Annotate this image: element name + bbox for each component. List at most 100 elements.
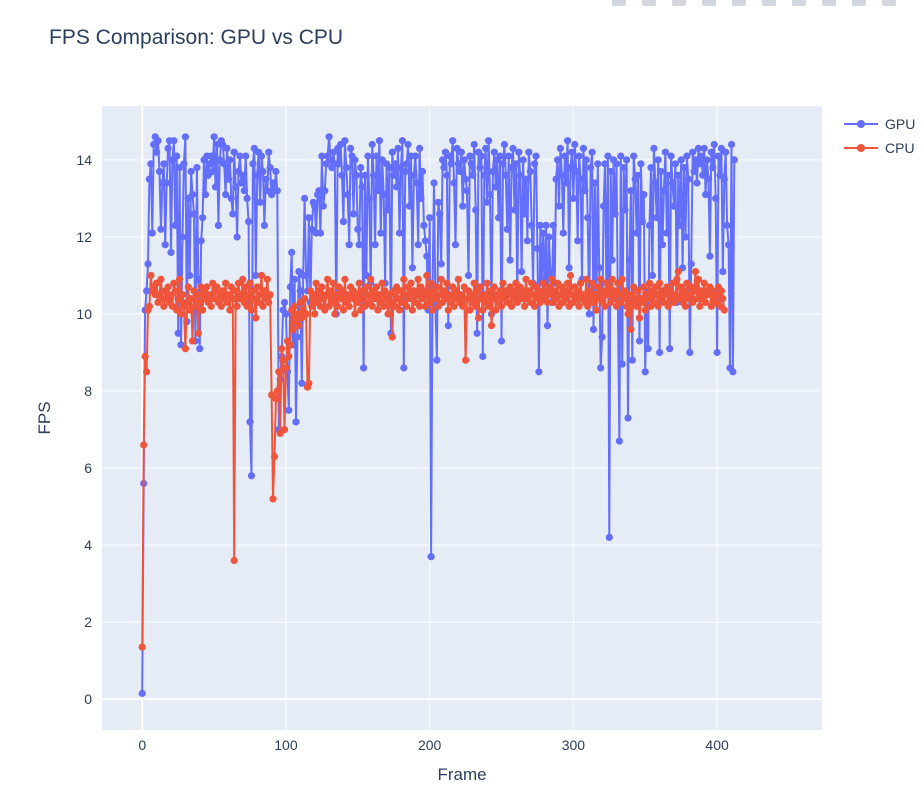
gpu-point[interactable] (259, 167, 267, 176)
cpu-point[interactable] (184, 283, 192, 291)
gpu-point[interactable] (190, 210, 198, 218)
cpu-point[interactable] (444, 306, 452, 314)
gpu-point[interactable] (395, 229, 404, 237)
cpu-point[interactable] (450, 302, 458, 310)
gpu-point[interactable] (469, 171, 477, 179)
cpu-point[interactable] (354, 298, 362, 306)
cpu-point[interactable] (308, 302, 316, 310)
gpu-point[interactable] (542, 221, 550, 229)
cpu-point[interactable] (597, 275, 605, 283)
cpu-point[interactable] (253, 283, 261, 291)
cpu-point[interactable] (291, 302, 299, 310)
gpu-point[interactable] (518, 268, 526, 276)
gpu-point[interactable] (354, 225, 362, 233)
gpu-point[interactable] (707, 148, 715, 156)
cpu-point[interactable] (548, 275, 556, 283)
cpu-point[interactable] (375, 291, 383, 299)
cpu-point[interactable] (601, 302, 609, 310)
gpu-point[interactable] (368, 140, 376, 149)
gpu-point[interactable] (443, 171, 451, 179)
gpu-point[interactable] (516, 171, 524, 179)
gpu-point[interactable] (723, 221, 731, 229)
gpu-point[interactable] (240, 187, 248, 195)
gpu-point[interactable] (486, 191, 494, 199)
gpu-point[interactable] (509, 144, 517, 152)
gpu-point[interactable] (531, 160, 539, 168)
gpu-point[interactable] (607, 167, 615, 176)
gpu-point[interactable] (291, 275, 299, 283)
gpu-point[interactable] (604, 152, 612, 160)
gpu-point[interactable] (552, 175, 560, 183)
cpu-point[interactable] (509, 287, 517, 295)
gpu-point[interactable] (647, 164, 655, 172)
gpu-point[interactable] (709, 164, 717, 172)
gpu-point[interactable] (181, 133, 189, 141)
cpu-point[interactable] (551, 287, 559, 295)
gpu-point[interactable] (620, 164, 628, 172)
gpu-point[interactable] (545, 233, 553, 241)
gpu-point[interactable] (712, 194, 720, 202)
gpu-point[interactable] (520, 210, 529, 218)
gpu-point[interactable] (584, 214, 592, 222)
gpu-point[interactable] (265, 148, 273, 156)
cpu-point[interactable] (518, 295, 526, 303)
cpu-point[interactable] (408, 306, 416, 314)
gpu-point[interactable] (689, 148, 697, 156)
cpu-point[interactable] (574, 287, 582, 295)
gpu-point[interactable] (364, 152, 372, 160)
camera-icon[interactable] (610, 0, 628, 8)
cpu-point[interactable] (232, 287, 240, 295)
cpu-point[interactable] (424, 291, 432, 299)
gpu-point[interactable] (339, 218, 347, 226)
gpu-point[interactable] (186, 271, 194, 280)
gpu-point[interactable] (568, 148, 576, 156)
gpu-point[interactable] (344, 191, 352, 199)
cpu-point[interactable] (309, 291, 317, 299)
cpu-point[interactable] (492, 306, 500, 314)
gpu-point[interactable] (371, 241, 379, 249)
cpu-point[interactable] (270, 452, 279, 461)
gpu-point[interactable] (476, 164, 484, 172)
cpu-point[interactable] (635, 314, 644, 322)
cpu-point[interactable] (257, 271, 266, 280)
gpu-point[interactable] (164, 144, 172, 152)
gpu-point[interactable] (246, 418, 254, 426)
cpu-point[interactable] (145, 302, 153, 310)
cpu-point[interactable] (561, 287, 569, 295)
gpu-point[interactable] (282, 310, 290, 318)
gpu-point[interactable] (522, 175, 530, 183)
gpu-point[interactable] (656, 348, 664, 357)
gpu-point[interactable] (637, 160, 645, 168)
cpu-point[interactable] (194, 329, 202, 337)
gpu-point[interactable] (338, 171, 346, 179)
gpu-point[interactable] (305, 214, 313, 222)
gpu-point[interactable] (623, 156, 631, 164)
gpu-point[interactable] (648, 271, 657, 280)
zoom-out-icon[interactable] (790, 0, 808, 8)
gpu-point[interactable] (595, 264, 603, 272)
cpu-point[interactable] (719, 295, 727, 303)
gpu-point[interactable] (697, 152, 705, 160)
gpu-point[interactable] (245, 218, 253, 226)
cpu-point[interactable] (620, 295, 628, 303)
gpu-point[interactable] (227, 194, 235, 202)
cpu-point[interactable] (170, 279, 178, 287)
gpu-point[interactable] (256, 198, 264, 206)
gpu-point[interactable] (430, 179, 438, 187)
cpu-point[interactable] (324, 275, 332, 283)
gpu-point[interactable] (617, 152, 625, 160)
gpu-point[interactable] (355, 241, 363, 249)
gpu-point[interactable] (321, 187, 329, 195)
gpu-point[interactable] (232, 183, 240, 191)
gpu-point[interactable] (352, 171, 360, 179)
cpu-point[interactable] (279, 356, 287, 364)
cpu-point[interactable] (423, 271, 431, 280)
gpu-point[interactable] (687, 260, 695, 268)
cpu-point[interactable] (451, 287, 460, 295)
gpu-point[interactable] (302, 271, 310, 280)
gpu-point[interactable] (398, 137, 406, 145)
gpu-point[interactable] (404, 140, 412, 149)
gpu-point[interactable] (674, 171, 682, 179)
cpu-point[interactable] (459, 302, 467, 310)
gpu-point[interactable] (440, 164, 448, 172)
